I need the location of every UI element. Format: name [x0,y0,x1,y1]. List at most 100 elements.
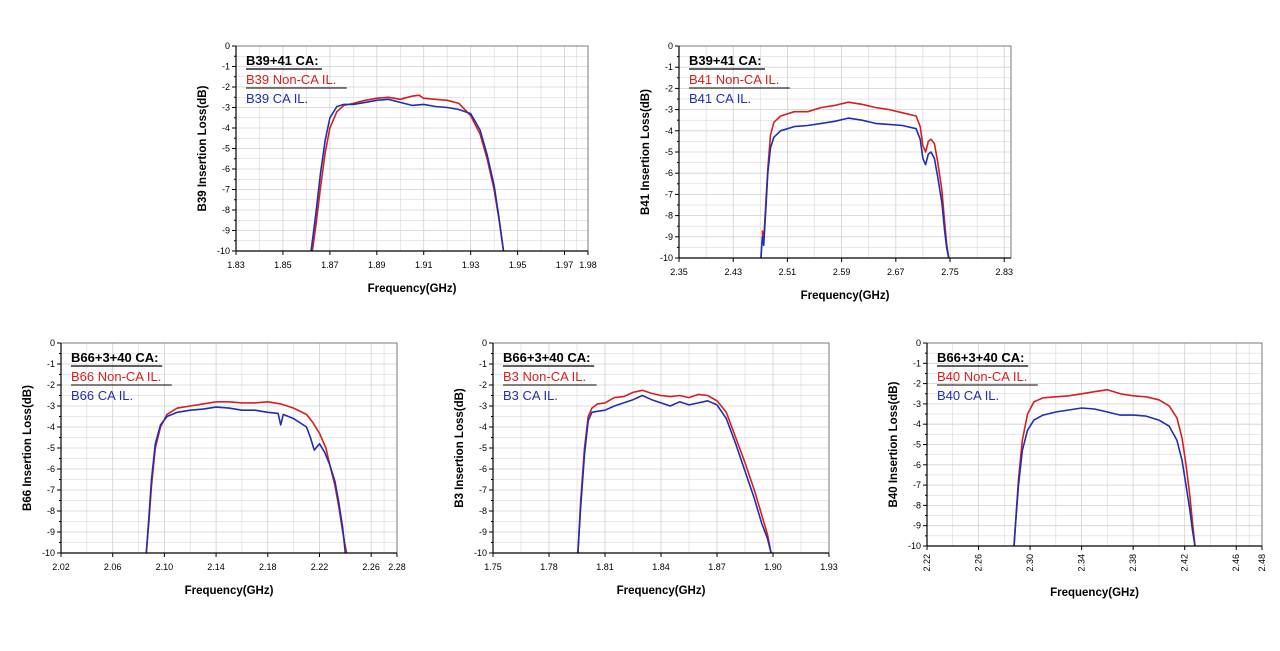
y-tick-label: -4 [47,422,55,432]
y-tick-label: -7 [47,485,55,495]
y-tick-label: -2 [479,380,487,390]
x-tick-label: 2.35 [670,267,688,277]
x-tick-label: 2.02 [52,562,70,572]
series-line-non-ca [577,389,772,553]
series-line-non-ca [311,94,505,251]
y-axis-label: B39 Insertion Loss(dB) [197,85,209,211]
y-tick-label: -4 [479,422,487,432]
y-tick-label: -10 [660,253,673,263]
y-tick-label: -3 [665,105,673,115]
y-tick-label: 0 [668,41,673,51]
legend-entry-ca: B41 CA IL. [689,91,751,106]
x-tick-label: 1.95 [509,260,527,270]
y-axis-label: B3 Insertion Loss(dB) [454,388,466,508]
y-tick-label: -7 [913,480,921,490]
y-tick-label: -3 [913,399,921,409]
legend-entry-non-ca: B40 Non-CA IL. [937,369,1027,384]
x-tick-label: 2.10 [156,562,174,572]
legend-title: B39+41 CA: [246,53,319,68]
y-tick-label: -8 [47,506,55,516]
legend-title: B39+41 CA: [689,53,762,68]
x-tick-label: 2.46 [1231,554,1241,572]
y-tick-label: -3 [479,401,487,411]
y-tick-label: -6 [222,164,230,174]
y-tick-label: 0 [225,41,230,51]
y-tick-label: -4 [913,419,921,429]
chart-panel-3: 0 -1 -2 -3 -4 -5 -6 -7 -8 -9 -10 2.02 2.06 2.10 2.14 2.… [22,338,406,597]
y-tick-label: -7 [665,189,673,199]
y-tick-label: -1 [479,359,487,369]
y-axis-label: B66 Insertion Loss(dB) [22,385,34,511]
chart-panel-2: 0 -1 -2 -3 -4 -5 -6 -7 -8 -9 -10 2.35 2.43 2.51 2.59 2.… [640,41,1013,302]
y-tick-label: -9 [222,226,230,236]
x-tick-label: 2.34 [1077,554,1087,572]
y-tick-label: -9 [47,527,55,537]
y-tick-label: -8 [479,506,487,516]
y-tick-label: -9 [665,232,673,242]
x-tick-label: 2.22 [311,562,329,572]
y-tick-label: -7 [222,185,230,195]
y-tick-label: -6 [47,464,55,474]
legend-title: B66+3+40 CA: [503,350,590,365]
y-axis-label: B40 Insertion Loss(dB) [888,381,900,507]
legend-entry-non-ca: B41 Non-CA IL. [689,72,779,87]
y-tick-label: -10 [474,548,487,558]
y-tick-label: -6 [665,168,673,178]
x-tick-label: 2.28 [388,562,406,572]
y-tick-label: -5 [479,443,487,453]
y-tick-label: -8 [222,205,230,215]
x-tick-label: 1.91 [415,260,433,270]
y-tick-label: -9 [479,527,487,537]
x-tick-label: 2.06 [104,562,122,572]
legend-entry-ca: B3 CA IL. [503,388,558,403]
x-tick-label: 2.22 [922,554,932,572]
x-tick-label: 2.26 [362,562,380,572]
y-tick-label: -1 [665,62,673,72]
y-tick-label: -6 [913,460,921,470]
series-line-non-ca [1013,388,1196,546]
x-tick-label: 1.93 [820,562,838,572]
y-tick-label: -4 [665,126,673,136]
y-tick-label: -10 [217,246,230,256]
x-tick-label: 1.90 [764,562,782,572]
y-tick-label: -5 [222,144,230,154]
y-tick-label: -9 [913,521,921,531]
x-tick-label: 2.38 [1128,554,1138,572]
series-line-ca [760,117,950,258]
y-tick-label: -6 [479,464,487,474]
x-axis-label: Frequency(GHz) [185,585,274,597]
x-tick-label: 2.67 [887,267,905,277]
series-line-ca [310,98,505,251]
x-axis-label: Frequency(GHz) [1050,587,1139,599]
y-tick-label: -1 [222,62,230,72]
x-tick-label: 1.97 [556,260,574,270]
y-tick-label: 0 [916,338,921,348]
x-tick-label: 2.59 [833,267,851,277]
y-tick-label: -2 [913,379,921,389]
legend-entry-non-ca: B39 Non-CA IL. [246,72,336,87]
x-axis-label: Frequency(GHz) [801,290,890,302]
y-tick-label: -2 [47,380,55,390]
y-tick-label: 0 [482,338,487,348]
y-tick-label: -5 [913,440,921,450]
x-tick-label: 1.87 [321,260,339,270]
y-tick-label: -2 [222,82,230,92]
x-tick-label: 1.87 [708,562,726,572]
x-tick-label: 2.30 [1025,554,1035,572]
legend-entry-ca: B66 CA IL. [71,388,133,403]
series-line-ca [577,394,772,553]
y-tick-label: -10 [42,548,55,558]
chart-panel-4: 0 -1 -2 -3 -4 -5 -6 -7 -8 -9 -10 1.75 1.78 1.81 1.84 1.… [454,338,838,597]
x-tick-label: 1.75 [484,562,502,572]
x-tick-label: 2.51 [779,267,797,277]
y-tick-label: -5 [665,147,673,157]
x-tick-label: 1.81 [596,562,614,572]
legend-title: B66+3+40 CA: [71,350,158,365]
y-tick-label: -5 [47,443,55,453]
y-tick-label: -1 [913,358,921,368]
x-tick-label: 1.98 [579,260,597,270]
y-tick-label: -1 [47,359,55,369]
y-tick-label: 0 [50,338,55,348]
legend-title: B66+3+40 CA: [937,350,1024,365]
